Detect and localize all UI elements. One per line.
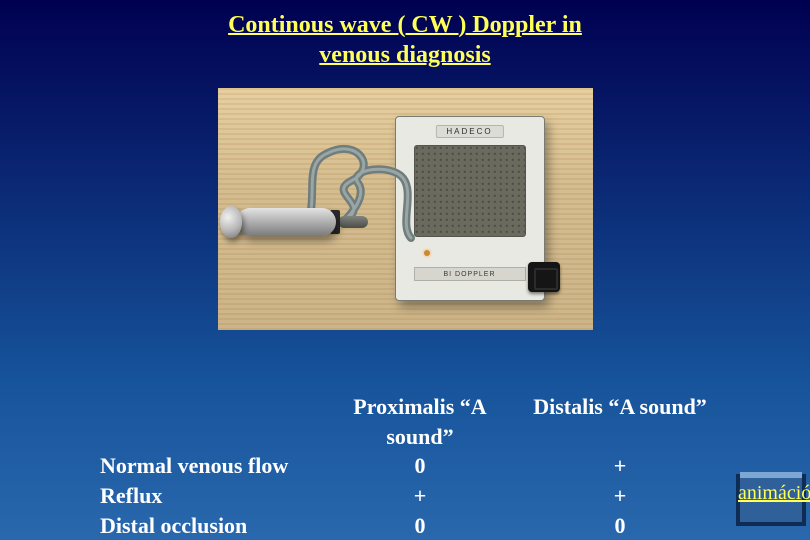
probe-body [236,208,336,236]
row-prox: + [320,481,520,511]
slide-title: Continous wave ( CW ) Doppler in venous … [0,0,810,70]
animation-link[interactable]: animáció [738,482,810,505]
row-dist: 0 [520,511,720,540]
row-dist: + [520,451,720,481]
sound-table: . Proximalis “A sound” Distalis “A sound… [100,392,780,540]
animation-button[interactable]: animáció [736,474,806,526]
device-brand: HADECO [435,125,503,138]
probe-cable [338,216,368,228]
title-line-1: Continous wave ( CW ) Doppler in [228,12,582,38]
speaker-grille [414,145,526,237]
header-distal: Distalis “A sound” [520,392,720,422]
power-led-icon [424,250,430,256]
row-label: Reflux [100,481,320,511]
title-line-2: venous diagnosis [319,42,490,68]
row-label: Distal occlusion [100,511,320,540]
header-proximal: Proximalis “A sound” [320,392,520,451]
row-dist: + [520,481,720,511]
doppler-device: HADECO BI DOPPLER [395,116,545,301]
button-top-edge [740,472,802,478]
output-jack-icon [528,262,560,292]
row-prox: 0 [320,451,520,481]
table-row: Reflux + + [100,481,780,511]
row-label: Normal venous flow [100,451,320,481]
table-row: Normal venous flow 0 + [100,451,780,481]
table-header: . Proximalis “A sound” Distalis “A sound… [100,392,780,451]
table-row: Distal occlusion 0 0 [100,511,780,540]
probe-tip-icon [220,206,242,238]
device-model-label: BI DOPPLER [414,267,526,281]
row-prox: 0 [320,511,520,540]
device-photo: HADECO BI DOPPLER [218,88,593,330]
